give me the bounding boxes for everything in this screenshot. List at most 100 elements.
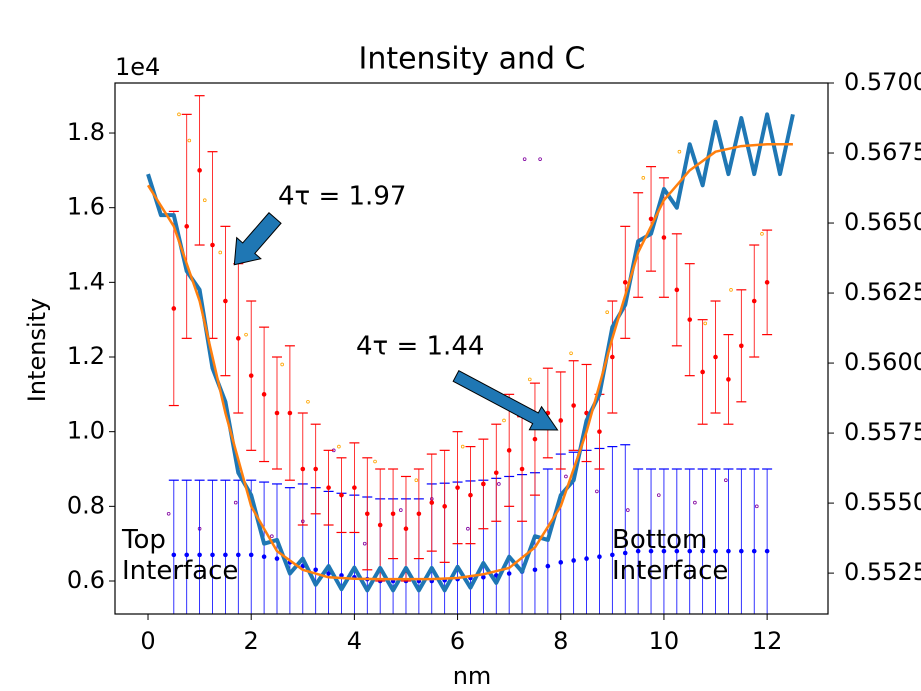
errorbar [259, 326, 270, 463]
y2-tick-label: 0.5675 [844, 138, 921, 166]
errorbar [220, 479, 231, 614]
scatter-point [626, 508, 630, 512]
y-tick-label: 1.2 [67, 342, 105, 370]
scatter-point [677, 149, 682, 154]
scatter-point [177, 112, 181, 117]
data-point [223, 552, 228, 558]
plot-area [146, 95, 795, 614]
data-point [661, 235, 667, 240]
errorbar [594, 447, 605, 614]
data-point [339, 573, 344, 578]
data-point [210, 242, 215, 248]
data-point [700, 548, 705, 554]
x-tick-label: 8 [553, 627, 568, 655]
errorbar [297, 412, 308, 526]
errorbar [697, 319, 708, 425]
scatter-point [233, 500, 238, 505]
errorbar [646, 166, 657, 272]
errorbar [246, 300, 257, 451]
scatter-point [337, 444, 341, 449]
errorbar [439, 449, 450, 563]
errorbar [413, 468, 424, 560]
data-point [326, 571, 331, 576]
errorbar [284, 345, 295, 481]
errorbar [723, 468, 734, 614]
errorbar [271, 483, 282, 614]
data-point [171, 306, 177, 311]
errorbar [710, 468, 721, 614]
data-point [648, 548, 654, 554]
data-point [519, 466, 525, 472]
errorbar [323, 449, 334, 526]
errorbar [633, 468, 644, 614]
data-point [261, 554, 267, 560]
data-point [390, 511, 396, 517]
scatter-point [564, 474, 568, 479]
scatter-point [270, 534, 274, 539]
errorbar [233, 479, 244, 614]
data-point [739, 343, 744, 349]
data-point [764, 548, 770, 554]
data-point [442, 504, 447, 509]
y2-tick-label: 0.5550 [844, 488, 921, 516]
scatter-point [527, 377, 532, 382]
data-point [287, 410, 293, 416]
errorbar [762, 229, 773, 336]
data-point [261, 392, 267, 397]
y-tick-label: 0.6 [67, 566, 105, 594]
data-point [197, 168, 202, 173]
y2-tick-label: 0.5625 [844, 278, 921, 306]
line [146, 142, 793, 581]
y-tick-label: 1.6 [67, 193, 105, 221]
errorbar [710, 300, 721, 414]
errorbar [181, 479, 192, 614]
scatter-point [166, 512, 171, 516]
y-tick-label: 1.0 [67, 417, 105, 445]
errorbar [671, 233, 682, 347]
errorbar [658, 468, 669, 614]
errorbar [620, 225, 631, 339]
data-point [236, 336, 241, 341]
data-point [571, 403, 576, 408]
data-point [622, 550, 628, 556]
data-point [506, 571, 512, 576]
scatter-point [729, 288, 733, 292]
errorbar [168, 210, 179, 407]
errorbar [362, 457, 373, 571]
scatter-point [502, 418, 506, 423]
errorbar [452, 431, 463, 545]
annotation-line: Interface [122, 556, 238, 586]
data-point [661, 548, 667, 554]
scatter-point [595, 489, 599, 494]
data-point [481, 574, 486, 580]
data-point [687, 317, 693, 322]
data-point [403, 526, 409, 532]
data-point [558, 418, 564, 423]
errorbar [529, 472, 540, 614]
y2-tick-label: 0.5575 [844, 418, 921, 446]
data-point [326, 485, 331, 490]
scatter-point [414, 478, 419, 483]
errorbar [749, 244, 760, 358]
x-tick-label: 12 [752, 627, 783, 655]
data-point [610, 552, 615, 558]
errorbar [194, 479, 205, 614]
data-point [274, 556, 280, 561]
errorbar [271, 356, 282, 470]
data-point [300, 466, 306, 472]
annotation-line: Bottom [612, 525, 707, 555]
x-tick-label: 0 [140, 627, 155, 655]
scatter-point [202, 198, 207, 203]
errorbar [310, 423, 321, 515]
errorbar [684, 468, 695, 614]
errorbar [465, 446, 476, 545]
data-point [739, 548, 744, 554]
scatter-point [306, 400, 310, 404]
errorbar [646, 468, 657, 614]
data-point [416, 511, 422, 517]
errorbar [349, 442, 360, 534]
data-point [622, 280, 628, 285]
data-point [236, 552, 241, 558]
errorbar [259, 481, 270, 614]
annotation: 4τ = 1.44 [356, 332, 484, 362]
